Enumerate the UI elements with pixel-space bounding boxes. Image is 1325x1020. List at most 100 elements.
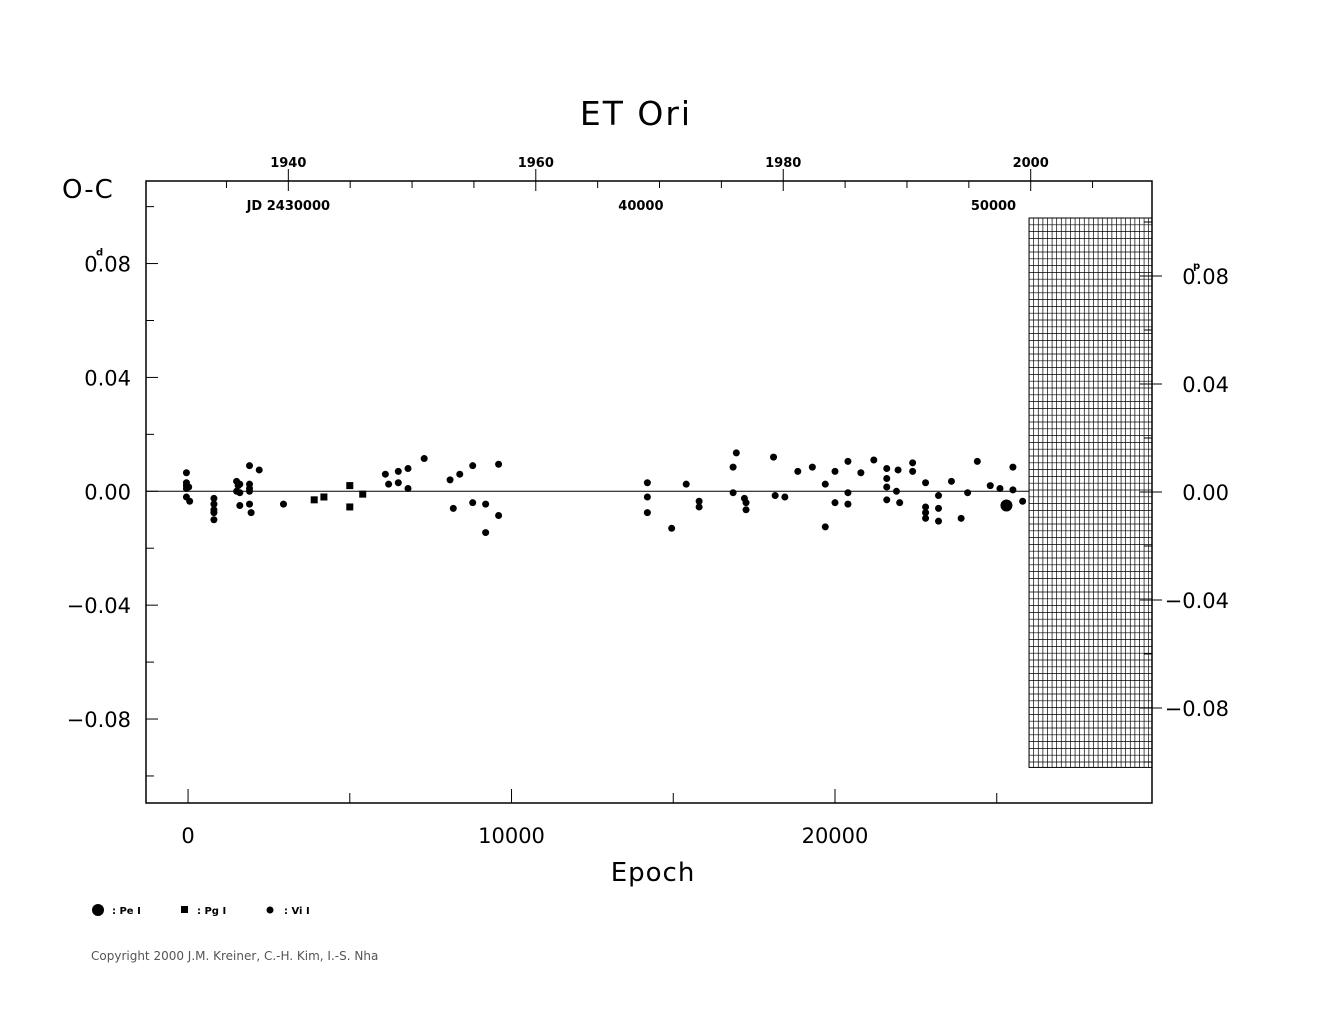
legend-marker-vi <box>266 906 274 914</box>
point-vi <box>771 492 779 500</box>
point-vi <box>857 469 865 477</box>
point-vi <box>394 479 402 487</box>
top-year-label: 1960 <box>518 156 554 171</box>
point-vi <box>381 470 389 478</box>
point-vi <box>883 474 891 482</box>
point-vi <box>1009 486 1017 494</box>
point-vi <box>770 453 778 461</box>
point-vi <box>821 480 829 488</box>
point-vi <box>385 480 393 488</box>
point-vi <box>986 482 994 490</box>
point-vi <box>922 479 930 487</box>
point-vi <box>186 497 194 505</box>
point-vi <box>808 463 816 471</box>
point-vi <box>482 500 490 508</box>
point-vi <box>446 476 454 484</box>
x-tick-label: 20000 <box>802 824 869 848</box>
point-vi <box>236 489 244 497</box>
point-vi <box>182 469 190 477</box>
top-jd-label: JD 2430000 <box>246 199 330 214</box>
point-vi <box>695 503 703 511</box>
top-jd-label: 40000 <box>618 199 663 214</box>
chart-title: ET Ori <box>580 94 692 133</box>
point-vi <box>469 499 477 507</box>
data-points <box>182 449 1027 537</box>
point-vi <box>935 492 943 500</box>
point-vi <box>1009 463 1017 471</box>
point-pg <box>346 482 354 490</box>
y-tick-label-left: 0.04 <box>84 366 131 390</box>
point-vi <box>1019 497 1027 505</box>
point-vi <box>794 467 802 475</box>
legend-label-vi: : Vi I <box>284 906 310 917</box>
y-tick-label-right: −0.08 <box>1165 697 1229 721</box>
copyright-text: Copyright 2000 J.M. Kreiner, C.-H. Kim, … <box>91 949 378 963</box>
point-vi <box>883 483 891 491</box>
point-vi <box>643 479 651 487</box>
y-tick-label-left: −0.08 <box>67 708 131 732</box>
point-vi <box>831 467 839 475</box>
point-vi <box>236 502 244 510</box>
y-tick-label-right: −0.04 <box>1165 589 1229 613</box>
point-vi <box>495 511 503 519</box>
point-vi <box>404 465 412 473</box>
point-pg <box>346 503 354 511</box>
point-vi <box>844 500 852 508</box>
point-vi <box>973 457 981 465</box>
point-vi <box>404 484 412 492</box>
point-pe <box>1000 499 1013 512</box>
point-vi <box>682 480 690 488</box>
point-vi <box>394 467 402 475</box>
point-vi <box>922 514 930 522</box>
point-vi <box>922 503 930 511</box>
point-vi <box>420 455 428 463</box>
plot-frame <box>145 180 1153 804</box>
point-vi <box>844 489 852 497</box>
point-vi <box>892 487 900 495</box>
point-vi <box>831 499 839 507</box>
legend: : Pe I : Pg I : Vi I <box>92 904 310 917</box>
point-vi <box>729 489 737 497</box>
legend-marker-pe <box>92 904 104 916</box>
point-vi <box>210 500 218 508</box>
point-vi <box>210 509 218 517</box>
point-vi <box>870 456 878 464</box>
point-vi <box>279 500 287 508</box>
point-vi <box>469 462 477 470</box>
legend-label-pe: : Pe I <box>112 906 141 917</box>
point-vi <box>742 506 750 514</box>
point-vi <box>482 529 490 537</box>
point-vi <box>742 499 750 507</box>
point-vi <box>236 480 244 488</box>
point-vi <box>935 504 943 512</box>
point-vi <box>210 494 218 502</box>
top-year-label: 2000 <box>1013 156 1049 171</box>
y-tick-label-left: 0.00 <box>84 480 131 504</box>
point-vi <box>732 449 740 457</box>
y-tick-label-right: 0.00 <box>1182 481 1229 505</box>
point-pg <box>320 493 328 501</box>
point-vi <box>185 483 193 491</box>
point-pg <box>359 490 367 498</box>
point-vi <box>210 516 218 524</box>
top-year-label: 1980 <box>765 156 801 171</box>
point-vi <box>729 463 737 471</box>
legend-label-pg: : Pg I <box>197 906 226 917</box>
y-tick-label-left: −0.04 <box>67 594 131 618</box>
y-unit-left: d <box>96 248 103 259</box>
x-tick-label: 0 <box>181 824 194 848</box>
point-vi <box>255 466 263 474</box>
point-vi <box>909 459 917 467</box>
hatch-border <box>1028 217 1152 768</box>
point-vi <box>894 466 902 474</box>
point-vi <box>947 477 955 485</box>
point-vi <box>996 484 1004 492</box>
point-vi <box>449 504 457 512</box>
legend-marker-pg <box>181 906 188 913</box>
hatched-region <box>1028 217 1152 768</box>
point-vi <box>883 465 891 473</box>
point-vi <box>456 470 464 478</box>
y-tick-label-right: 0.04 <box>1182 373 1229 397</box>
point-vi <box>246 462 254 470</box>
